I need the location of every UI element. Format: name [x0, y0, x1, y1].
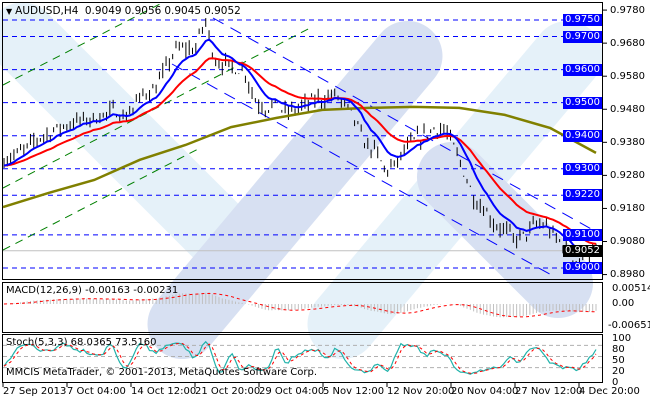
time-tick: 4 Dec 20:00 [579, 386, 640, 397]
macd-tick: 0.00514 [612, 283, 650, 294]
fast-moving-average-line [3, 38, 597, 257]
time-tick: 7 Oct 04:00 [67, 386, 126, 397]
time-tick: 5 Nov 12:00 [323, 386, 385, 397]
time-tick: 29 Oct 04:00 [259, 386, 325, 397]
dropdown-triangle-icon[interactable]: ▼ [6, 7, 13, 16]
green-channel-line [2, 147, 201, 251]
open-value: 0.9049 [84, 5, 122, 17]
price-tick: 0.9680 [610, 37, 645, 49]
blue-channel-line [171, 63, 556, 278]
price-level-label: 0.9600 [563, 63, 602, 76]
blue-channel-line [212, 17, 603, 236]
stoch-tick: 50 [612, 355, 625, 366]
price-tick: 0.9080 [610, 236, 645, 247]
price-level-label: 0.9100 [563, 228, 602, 241]
price-level-label: 0.9700 [563, 30, 602, 43]
pane-frames [2, 2, 603, 383]
stoch-tick: 100 [612, 333, 632, 344]
time-tick: 20 Nov 04:00 [451, 386, 519, 397]
price-tick: 0.9180 [610, 202, 645, 214]
long-moving-average-line [2, 105, 597, 209]
price-tick: 0.9780 [610, 4, 645, 16]
time-tick: 27 Sep 2013 [3, 386, 67, 397]
main-pane-frame [2, 2, 603, 280]
copyright-text: MMCIS MetaTrader, © 2001-2013, MetaQuote… [6, 367, 318, 378]
watermark-logo [0, 2, 603, 360]
price-level-label: 0.9500 [563, 96, 602, 109]
price-level-label: 0.9220 [563, 189, 602, 202]
stoch-title: Stoch(5,3,3) 68.0365 73.5160 [6, 337, 157, 348]
green-channel-line [2, 3, 161, 86]
axis-ticks [2, 9, 607, 387]
stoch-pane-frame [2, 334, 603, 383]
low-value: 0.9045 [164, 5, 202, 17]
macd-signal-line [3, 292, 596, 318]
price-tick: 0.9280 [610, 169, 645, 181]
price-level-label: 0.9400 [563, 129, 602, 142]
stoch-tick: 80 [612, 344, 625, 355]
price-tick: 0.9380 [610, 136, 645, 148]
stoch-tick: 0 [612, 377, 619, 388]
close-value: 0.9052 [204, 5, 241, 17]
price-level-lines [3, 19, 602, 269]
mid-moving-average-line [3, 57, 597, 245]
high-value: 0.9056 [124, 5, 162, 17]
time-tick: 14 Oct 12:00 [131, 386, 197, 397]
price-tick: 0.9580 [610, 70, 645, 82]
down-channel [171, 17, 603, 278]
current-price-label: 0.9052 [563, 244, 602, 257]
price-level-label: 0.9300 [563, 162, 602, 175]
macd-title: MACD(12,26,9) -0.00163 -0.00231 [6, 285, 179, 296]
symbol-label: AUDUSD,H4 [15, 5, 79, 17]
time-tick: 27 Nov 12:00 [515, 386, 583, 397]
time-tick: 12 Nov 20:00 [387, 386, 455, 397]
macd-plot [3, 292, 597, 318]
price-tick: 0.8980 [610, 269, 645, 281]
chart-header: ▼ AUDUSD,H4 0.9049 0.9056 0.9045 0.9052 [6, 5, 244, 17]
moving-averages [2, 38, 597, 257]
macd-pane-frame [2, 282, 603, 333]
stoch-tick: 20 [612, 366, 625, 377]
price-tick: 0.9480 [610, 103, 645, 115]
macd-tick: 0.00 [612, 298, 635, 309]
price-level-label: 0.9750 [563, 14, 602, 26]
macd-tick: -0.00651 [608, 320, 650, 331]
stoch-signal-line [3, 342, 597, 374]
price-level-label: 0.9000 [563, 261, 602, 274]
time-tick: 21 Oct 20:00 [195, 386, 261, 397]
stoch-plot [3, 340, 602, 375]
